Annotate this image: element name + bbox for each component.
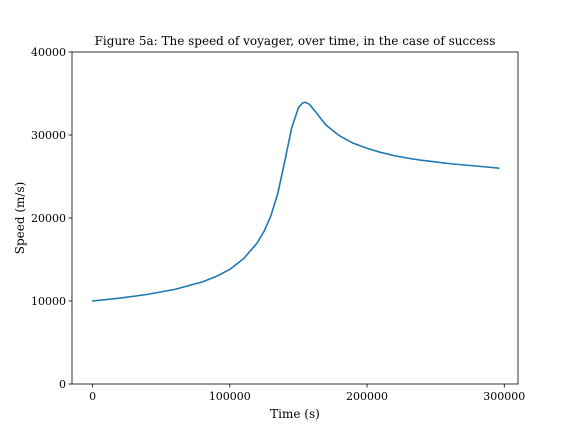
y-axis-label: Speed (m/s) bbox=[13, 182, 27, 255]
x-tick-label: 300000 bbox=[483, 390, 525, 403]
x-tick-label: 200000 bbox=[346, 390, 388, 403]
axes-frame bbox=[72, 52, 518, 384]
x-tick-label: 0 bbox=[89, 390, 96, 403]
chart-title: Figure 5a: The speed of voyager, over ti… bbox=[95, 34, 496, 48]
y-tick-label: 40000 bbox=[31, 46, 66, 59]
x-axis-label: Time (s) bbox=[270, 407, 320, 421]
plot-area bbox=[93, 102, 499, 301]
y-axis-ticks: 0 10000 20000 30000 40000 bbox=[31, 46, 72, 391]
x-tick-label: 100000 bbox=[209, 390, 251, 403]
y-tick-label: 20000 bbox=[31, 212, 66, 225]
series-line-0 bbox=[93, 102, 499, 301]
x-axis-ticks: 0 100000 200000 300000 bbox=[89, 384, 525, 403]
y-tick-label: 0 bbox=[59, 378, 66, 391]
y-tick-label: 10000 bbox=[31, 295, 66, 308]
y-tick-label: 30000 bbox=[31, 129, 66, 142]
